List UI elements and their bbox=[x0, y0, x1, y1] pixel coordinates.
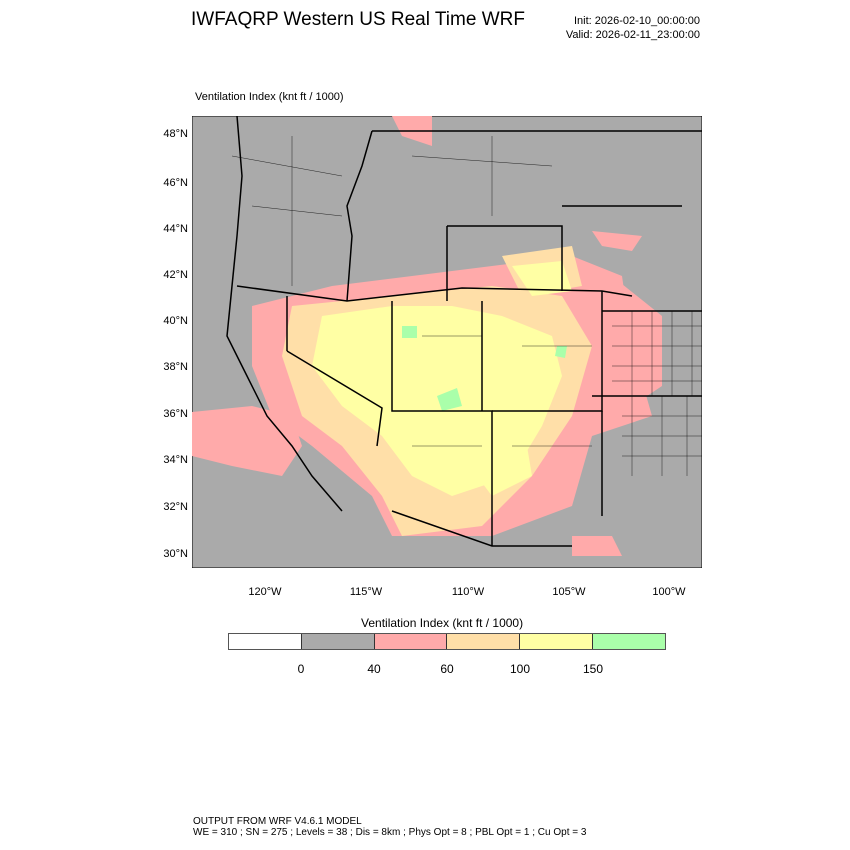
green-areas bbox=[402, 326, 567, 411]
colorbar bbox=[228, 633, 666, 650]
lon-label: 120°W bbox=[248, 586, 282, 598]
lon-label: 100°W bbox=[652, 586, 686, 598]
lon-label: 105°W bbox=[552, 586, 586, 598]
lon-label: 115°W bbox=[349, 586, 383, 598]
colorbar-bin bbox=[593, 634, 665, 649]
colorbar-bin bbox=[520, 634, 594, 649]
lat-label: 46°N bbox=[163, 177, 188, 189]
lat-label: 30°N bbox=[163, 548, 188, 560]
time-info: Init: 2026-02-10_00:00:00 Valid: 2026-02… bbox=[566, 14, 700, 42]
colorbar-title: Ventilation Index (knt ft / 1000) bbox=[361, 616, 524, 630]
lat-label: 36°N bbox=[163, 408, 188, 420]
lat-label: 32°N bbox=[163, 501, 188, 513]
state-boundaries bbox=[236, 130, 702, 547]
colorbar-label: 40 bbox=[367, 662, 381, 676]
lat-label: 42°N bbox=[163, 269, 188, 281]
county-lines bbox=[231, 136, 702, 476]
lat-label: 44°N bbox=[163, 223, 188, 235]
colorbar-bin bbox=[374, 634, 448, 649]
colorbar-bin bbox=[229, 634, 302, 649]
colorbar-label: 150 bbox=[582, 662, 604, 676]
lon-label: 110°W bbox=[451, 586, 485, 598]
lat-label: 40°N bbox=[163, 315, 188, 327]
lat-label: 48°N bbox=[163, 128, 188, 140]
colorbar-label: 60 bbox=[440, 662, 454, 676]
init-time: Init: 2026-02-10_00:00:00 bbox=[574, 15, 700, 27]
figure-title: IWFAQRP Western US Real Time WRF bbox=[191, 9, 525, 30]
colorbar-label: 100 bbox=[509, 662, 531, 676]
ventilation-index-map bbox=[192, 116, 702, 568]
lat-label: 34°N bbox=[163, 454, 188, 466]
footer-settings: WE = 310 ; SN = 275 ; Levels = 38 ; Dis … bbox=[193, 827, 587, 838]
yellow-areas bbox=[312, 261, 572, 496]
coastline bbox=[226, 116, 343, 512]
colorbar-bin bbox=[301, 634, 375, 649]
footer-model: OUTPUT FROM WRF V4.6.1 MODEL bbox=[193, 816, 362, 827]
colorbar-bin bbox=[447, 634, 521, 649]
footer: OUTPUT FROM WRF V4.6.1 MODEL WE = 310 ; … bbox=[193, 816, 586, 838]
valid-time: Valid: 2026-02-11_23:00:00 bbox=[565, 29, 700, 41]
lat-label: 38°N bbox=[163, 361, 188, 373]
plot-subtitle: Ventilation Index (knt ft / 1000) bbox=[195, 91, 344, 103]
colorbar-label: 0 bbox=[297, 662, 305, 676]
